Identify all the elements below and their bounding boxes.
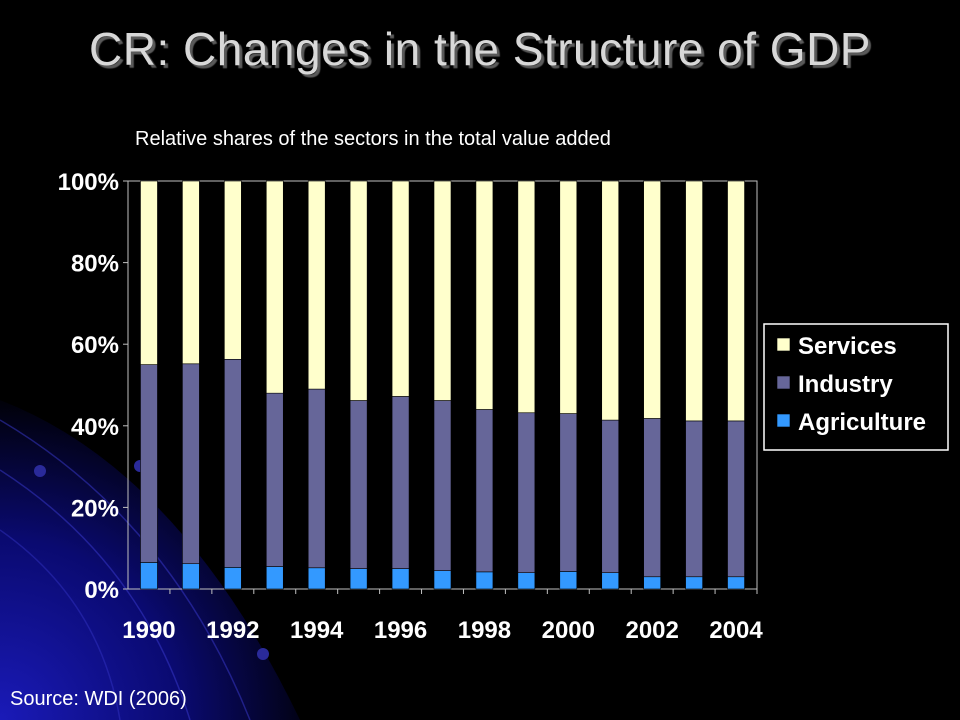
bar-industry-2000 xyxy=(559,413,578,572)
x-tick-label: 1994 xyxy=(290,617,344,644)
bar-services-1992 xyxy=(224,180,242,360)
bar-services-1990 xyxy=(140,180,158,365)
legend-swatch-agriculture xyxy=(776,413,791,428)
bar-agriculture-2004 xyxy=(727,576,745,590)
chart-title: Relative shares of the sectors in the to… xyxy=(135,128,611,150)
bar-services-2002 xyxy=(643,180,661,419)
bar-agriculture-2003 xyxy=(685,576,703,590)
bar-industry-1993 xyxy=(265,392,284,567)
bar-services-2003 xyxy=(685,180,703,422)
bar-industry-2001 xyxy=(601,419,620,573)
bar-services-1994 xyxy=(307,180,326,390)
bar-industry-1999 xyxy=(517,412,536,573)
bar-agriculture-1991 xyxy=(182,563,200,590)
bar-industry-1998 xyxy=(475,409,494,573)
bar-agriculture-2001 xyxy=(601,572,620,590)
bar-agriculture-1990 xyxy=(140,562,158,590)
bar-services-1996 xyxy=(391,180,410,397)
y-tick-label: 80% xyxy=(71,251,119,278)
legend-label-industry: Industry xyxy=(798,371,893,398)
bar-industry-1992 xyxy=(224,358,242,568)
bar-services-2001 xyxy=(601,180,620,421)
bar-services-1998 xyxy=(475,180,494,410)
x-tick-label: 1998 xyxy=(458,617,511,644)
bar-industry-2002 xyxy=(643,418,661,578)
bar-industry-2003 xyxy=(685,420,703,578)
bar-agriculture-1994 xyxy=(307,567,326,590)
bar-agriculture-1996 xyxy=(391,568,410,590)
bar-agriculture-2000 xyxy=(559,571,578,590)
slide-title: CR: Changes in the Structure of GDP xyxy=(89,23,871,75)
y-tick-label: 60% xyxy=(71,332,119,359)
x-tick-label: 1992 xyxy=(206,617,259,644)
bar-services-1999 xyxy=(517,180,536,414)
bar-agriculture-1993 xyxy=(265,566,284,590)
legend-label-services: Services xyxy=(798,333,897,360)
x-tick-label: 2000 xyxy=(542,617,595,644)
bar-services-1993 xyxy=(265,180,284,394)
x-tick-label: 1996 xyxy=(374,617,427,644)
legend-box xyxy=(763,323,949,451)
bar-agriculture-1997 xyxy=(433,570,452,590)
x-tick-label: 1990 xyxy=(122,617,175,644)
x-tick-label: 2002 xyxy=(625,617,678,644)
bar-industry-1995 xyxy=(349,400,368,569)
legend-swatch-services xyxy=(776,337,791,352)
legend-swatch-industry xyxy=(776,375,791,390)
bar-industry-1991 xyxy=(182,363,200,565)
source-note: Source: WDI (2006) xyxy=(10,688,187,710)
legend-label-agriculture: Agriculture xyxy=(798,409,926,436)
x-tick-label: 2004 xyxy=(709,617,763,644)
bar-industry-1996 xyxy=(391,396,410,569)
bar-industry-1990 xyxy=(140,364,158,563)
bar-industry-2004 xyxy=(727,420,745,578)
y-tick-label: 0% xyxy=(84,577,119,604)
bar-services-1991 xyxy=(182,180,200,365)
y-tick-label: 40% xyxy=(71,414,119,441)
bar-industry-1997 xyxy=(433,400,452,571)
bar-services-1997 xyxy=(433,180,452,401)
bar-agriculture-2002 xyxy=(643,576,661,590)
bar-agriculture-1995 xyxy=(349,568,368,590)
bar-services-1995 xyxy=(349,180,368,401)
bar-services-2004 xyxy=(727,180,745,422)
y-tick-label: 100% xyxy=(58,169,119,196)
y-tick-label: 20% xyxy=(71,495,119,522)
bar-agriculture-1992 xyxy=(224,567,242,590)
bar-industry-1994 xyxy=(307,388,326,569)
bar-agriculture-1999 xyxy=(517,572,536,590)
bar-services-2000 xyxy=(559,180,578,414)
bar-agriculture-1998 xyxy=(475,571,494,590)
